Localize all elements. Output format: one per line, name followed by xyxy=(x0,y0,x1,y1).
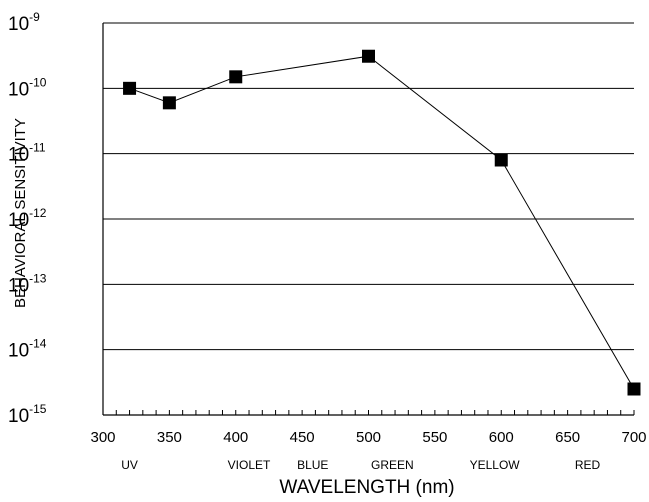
color-band-label: YELLOW xyxy=(470,458,521,472)
x-tick-label: 650 xyxy=(555,429,580,446)
x-tick-label: 600 xyxy=(489,429,514,446)
y-tick-label: 10-12 xyxy=(8,206,47,231)
color-band-label: BLUE xyxy=(297,458,328,472)
y-axis-title: BEHAVIORAL SENSITIVITY xyxy=(12,118,29,308)
y-axis-ticks: 10-15 10-14 10-13 10-12 10-11 10-10 10-9 xyxy=(8,10,47,427)
data-point-marker xyxy=(162,96,176,110)
data-point-marker xyxy=(494,153,508,167)
data-point-marker xyxy=(627,382,641,396)
series-line xyxy=(129,55,635,390)
data-point-marker xyxy=(362,49,375,63)
color-band-labels: UV VIOLET BLUE GREEN YELLOW RED xyxy=(121,458,600,472)
color-band-label: GREEN xyxy=(371,458,414,472)
x-tick-label: 450 xyxy=(290,429,315,446)
x-tick-label: 500 xyxy=(356,429,381,446)
color-band-label: VIOLET xyxy=(228,458,271,472)
x-tick-label: 550 xyxy=(422,429,447,446)
y-tick-label: 10-14 xyxy=(8,337,47,362)
x-tick-label: 300 xyxy=(90,429,115,446)
x-axis-ticks: 300 350 400 450 500 550 600 650 700 xyxy=(90,410,647,446)
x-tick-label: 700 xyxy=(621,429,646,446)
gridlines xyxy=(103,22,634,351)
y-tick-label: 10-13 xyxy=(8,271,47,296)
data-point-marker xyxy=(123,81,137,95)
data-point-marker xyxy=(229,70,243,84)
y-tick-label: 10-11 xyxy=(8,141,46,166)
color-band-label: RED xyxy=(575,458,601,472)
color-band-label: UV xyxy=(121,458,138,472)
y-tick-label: 10-9 xyxy=(8,10,40,35)
x-tick-label: 350 xyxy=(157,429,182,446)
x-axis-title: WAVELENGTH (nm) xyxy=(279,477,454,498)
y-tick-label: 10-10 xyxy=(8,75,47,100)
series-sensitivity xyxy=(123,49,641,396)
y-tick-label: 10-15 xyxy=(8,402,47,427)
x-tick-label: 400 xyxy=(223,429,248,446)
